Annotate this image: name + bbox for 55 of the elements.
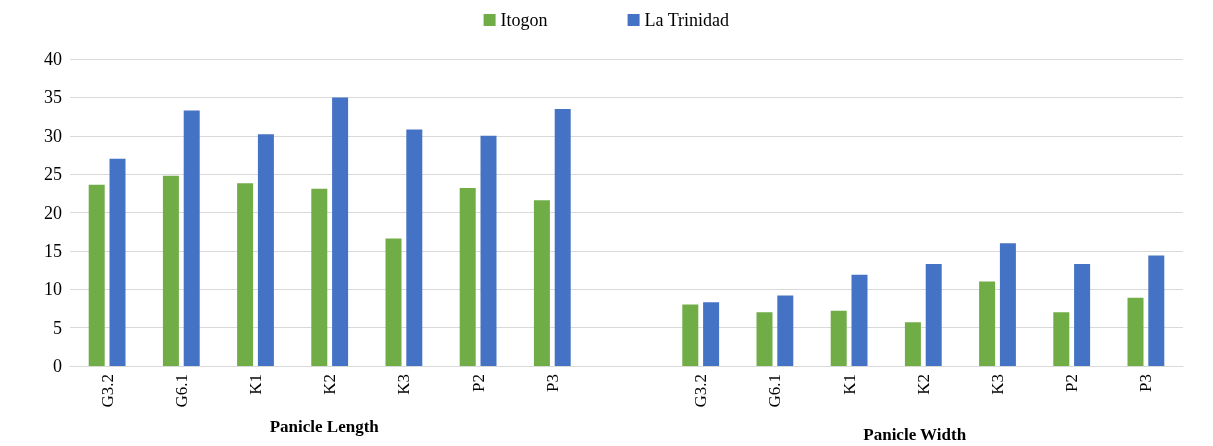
bar xyxy=(756,312,773,366)
x-tick-label: P2 xyxy=(1062,374,1082,392)
y-tick-label: 0 xyxy=(53,356,62,376)
y-tick-label: 15 xyxy=(44,240,62,261)
bar xyxy=(237,183,254,366)
legend-label: Itogon xyxy=(500,10,548,30)
bar xyxy=(257,134,274,366)
bar xyxy=(703,302,720,366)
x-tick-label: K2 xyxy=(913,374,933,395)
bar xyxy=(480,135,497,366)
bar xyxy=(332,97,349,366)
bar xyxy=(533,200,550,366)
bar xyxy=(830,310,847,366)
bar xyxy=(1148,255,1165,366)
y-tick-label: 25 xyxy=(44,164,62,185)
x-tick-label: K2 xyxy=(320,374,340,395)
bar xyxy=(162,175,179,366)
y-tick-label: 40 xyxy=(44,49,62,69)
y-tick-label: 20 xyxy=(44,202,62,223)
bar xyxy=(1053,312,1070,366)
bar xyxy=(979,281,996,366)
bar xyxy=(183,110,200,366)
bar xyxy=(406,129,423,366)
x-tick-label: G3.2 xyxy=(691,374,711,408)
bar xyxy=(1074,263,1091,366)
x-tick-label: G6.1 xyxy=(765,374,785,408)
x-tick-label: P2 xyxy=(468,374,488,392)
bar xyxy=(554,108,571,366)
bar xyxy=(999,243,1016,366)
bar xyxy=(682,304,699,366)
bar xyxy=(777,295,794,366)
x-tick-label: K3 xyxy=(988,374,1007,395)
y-tick-label: 30 xyxy=(44,125,62,146)
legend-label: La Trinidad xyxy=(644,10,730,30)
x-tick-label: P3 xyxy=(542,374,562,392)
bar xyxy=(311,188,328,366)
bar xyxy=(925,263,942,366)
x-tick-label: K3 xyxy=(394,374,414,395)
text: Panicle Width xyxy=(863,425,967,444)
x-tick-label: K1 xyxy=(839,374,859,395)
bar xyxy=(88,184,105,366)
y-tick-label: 5 xyxy=(53,317,62,338)
bar xyxy=(851,274,868,366)
x-tick-label: P3 xyxy=(1136,374,1156,392)
text: Panicle Length xyxy=(269,417,380,436)
x-tick-label: G6.1 xyxy=(171,374,191,408)
x-tick-label: G3.2 xyxy=(97,374,117,408)
x-tick-label: K1 xyxy=(246,374,265,395)
y-tick-label: 35 xyxy=(44,87,62,108)
bar xyxy=(459,187,476,366)
bar xyxy=(904,322,921,366)
bar xyxy=(1127,297,1144,366)
y-tick-label: 10 xyxy=(44,279,62,300)
bar xyxy=(385,238,402,366)
bar xyxy=(109,158,126,366)
